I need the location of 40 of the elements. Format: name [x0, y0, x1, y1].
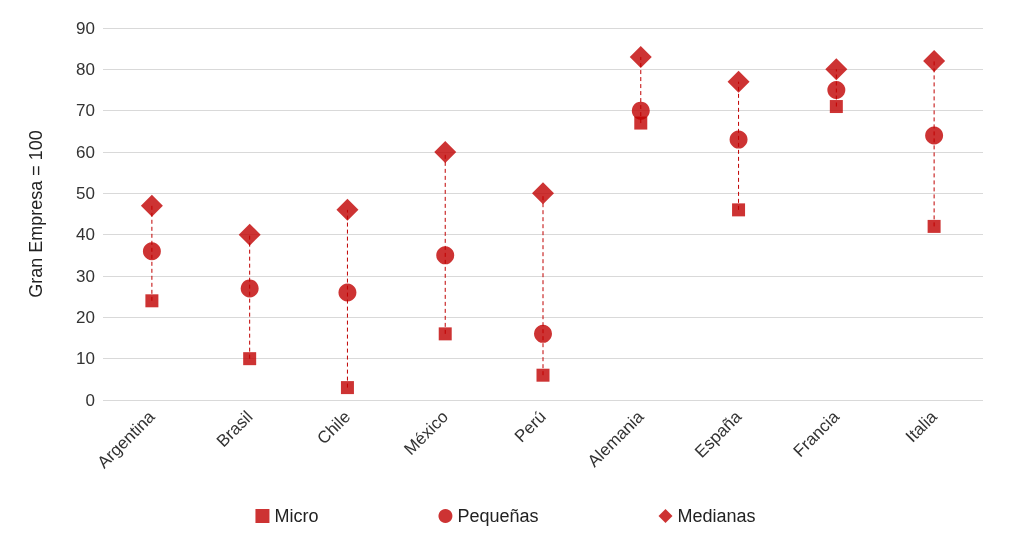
legend-label: Pequeñas: [457, 506, 539, 526]
point: [732, 203, 746, 217]
point: [534, 324, 552, 343]
y-tick-label: 60: [76, 142, 95, 162]
point: [434, 141, 457, 163]
y-tick-label: 0: [85, 390, 95, 410]
point: [629, 45, 652, 68]
point: [825, 58, 848, 81]
y-tick-label: 20: [76, 307, 95, 327]
point: [729, 130, 748, 149]
point: [140, 194, 163, 217]
y-tick-label: 70: [76, 101, 95, 121]
point: [142, 242, 161, 261]
y-axis-title: Gran Empresa = 100: [26, 130, 46, 298]
point: [927, 219, 941, 233]
point: [923, 50, 946, 73]
point: [240, 279, 259, 298]
y-tick-label: 40: [76, 225, 95, 245]
legend-label: Medianas: [677, 506, 756, 526]
point: [829, 100, 843, 114]
point: [145, 294, 159, 308]
point: [336, 198, 359, 221]
y-tick-label: 80: [76, 59, 95, 79]
point: [536, 368, 550, 382]
point: [631, 101, 650, 120]
point: [532, 182, 554, 205]
point: [436, 246, 455, 265]
point: [827, 81, 846, 99]
y-tick-label: 90: [76, 18, 95, 38]
point: [338, 283, 357, 302]
y-tick-label: 10: [76, 349, 95, 369]
point: [238, 223, 261, 246]
point: [438, 327, 452, 341]
point: [243, 352, 257, 366]
y-tick-label: 50: [76, 183, 95, 203]
point: [925, 126, 944, 145]
y-tick-label: 30: [76, 266, 95, 286]
point: [340, 381, 354, 395]
point: [727, 70, 750, 93]
legend-label: Micro: [274, 506, 319, 526]
